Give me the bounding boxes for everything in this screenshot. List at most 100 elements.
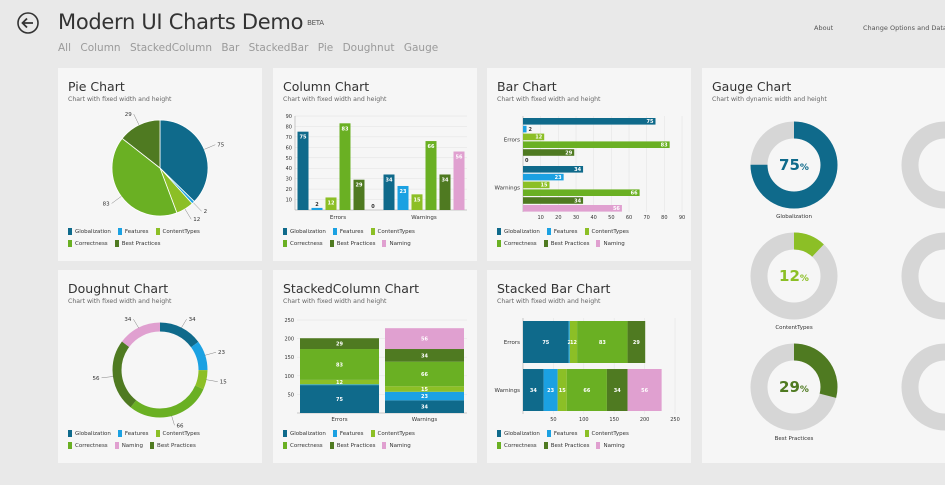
nav-item-bar[interactable]: Bar bbox=[221, 42, 240, 54]
stacked-bar-data-label: 56 bbox=[641, 388, 648, 394]
pie-chart-panel: Pie Chart Chart with fixed width and hei… bbox=[58, 68, 262, 261]
legend-swatch bbox=[68, 228, 72, 235]
nav-item-doughnut[interactable]: Doughnut bbox=[342, 42, 395, 54]
legend-item-contenttypes: ContentTypes bbox=[584, 428, 629, 440]
legend-item-contenttypes: ContentTypes bbox=[370, 226, 415, 238]
legend-item-contenttypes: ContentTypes bbox=[370, 428, 415, 440]
gauge-percent-sign: % bbox=[800, 274, 809, 284]
legend-label: ContentTypes bbox=[162, 229, 200, 235]
legend-label: Features bbox=[339, 431, 364, 437]
legend-label: Naming bbox=[121, 443, 144, 449]
nav-item-all[interactable]: All bbox=[58, 42, 72, 54]
legend-item-best-practices: Best Practices bbox=[329, 440, 375, 452]
stacked-column-data-label: 34 bbox=[421, 353, 428, 359]
x-tick-label: Errors bbox=[330, 215, 346, 221]
stacked-bar-data-label: 23 bbox=[547, 388, 554, 394]
legend-item-correctness: Correctness bbox=[283, 440, 323, 452]
legend-swatch bbox=[543, 240, 548, 247]
legend-label: Features bbox=[124, 431, 149, 437]
gauge-percent-sign: % bbox=[800, 385, 809, 395]
legend-swatch bbox=[155, 430, 160, 437]
legend-label: Globalization bbox=[75, 431, 111, 437]
nav-item-pie[interactable]: Pie bbox=[317, 42, 334, 54]
legend-label: Features bbox=[124, 229, 149, 235]
change-options-link[interactable]: Change Options and Data bbox=[863, 24, 945, 32]
panel-title: Column Chart bbox=[283, 79, 370, 94]
bar-legend: Globalization Features ContentTypes Correct… bbox=[497, 226, 682, 250]
gauge-chart-panel: Gauge Chart Chart with dynamic width and… bbox=[702, 68, 945, 463]
column-legend: Globalization Features ContentTypes Correct… bbox=[283, 226, 468, 250]
stacked-bar-segment-contenttypes bbox=[569, 321, 578, 363]
legend-label: Features bbox=[339, 229, 364, 235]
stacked-column-segment-best-practices bbox=[300, 338, 379, 350]
legend-swatch bbox=[546, 228, 551, 235]
legend-label: Globalization bbox=[504, 229, 540, 235]
doughnut-data-label: 66 bbox=[176, 423, 183, 429]
stacked-column-data-label: 23 bbox=[421, 394, 428, 400]
legend-label: ContentTypes bbox=[591, 229, 629, 235]
gauge-arc-globalization bbox=[750, 121, 838, 209]
bar-chart: 10 20 30 40 50 60 70 80 90 75 212 83 29 0 Errors 34 23 15… bbox=[495, 116, 685, 221]
legend-swatch bbox=[329, 442, 334, 449]
stacked-bar-segment-best-practices bbox=[627, 321, 646, 363]
column-data-label: 23 bbox=[400, 189, 407, 195]
x-tick-label: 90 bbox=[679, 215, 685, 221]
bar-data-label: 83 bbox=[661, 143, 668, 149]
stacked-bar-data-label: 83 bbox=[599, 340, 606, 346]
legend-label: Best Practices bbox=[121, 241, 161, 247]
stacked-bar-data-label: 34 bbox=[530, 388, 537, 394]
legend-item-contenttypes: ContentTypes bbox=[155, 226, 200, 238]
legend-item-globalization: Globalization bbox=[68, 226, 111, 238]
stacked-column-segment-globalization bbox=[300, 385, 379, 413]
nav-item-stackedbar[interactable]: StackedBar bbox=[248, 42, 309, 54]
pie-leader-line bbox=[204, 144, 216, 150]
doughnut-leader-line bbox=[171, 415, 175, 426]
about-link[interactable]: About bbox=[814, 24, 834, 32]
legend-item-naming: Naming bbox=[382, 238, 411, 250]
doughnut-data-label: 34 bbox=[124, 317, 131, 323]
doughnut-legend: Globalization Features ContentTypes Correct… bbox=[68, 428, 253, 452]
legend-item-correctness: Correctness bbox=[68, 238, 108, 250]
back-arrow-icon[interactable] bbox=[17, 12, 39, 34]
column-data-label: 34 bbox=[442, 177, 449, 183]
y-tick-label: Errors bbox=[504, 137, 520, 143]
legend-label: Correctness bbox=[290, 241, 323, 247]
legend-item-naming: Naming bbox=[596, 440, 625, 452]
legend-label: Best Practices bbox=[157, 443, 196, 449]
y-tick-label: 90 bbox=[286, 114, 292, 120]
nav-item-stackedcolumn[interactable]: StackedColumn bbox=[129, 42, 212, 54]
column-bar-correctness bbox=[339, 123, 351, 210]
bar-data-label: 29 bbox=[565, 150, 572, 156]
gauge-value: 29% bbox=[779, 378, 809, 396]
legend-item-correctness: Correctness bbox=[283, 238, 323, 250]
stacked-column-data-label: 56 bbox=[421, 337, 428, 343]
legend-item-features: Features bbox=[546, 428, 578, 440]
x-tick-label: 200 bbox=[640, 417, 650, 423]
column-data-label: 83 bbox=[342, 126, 349, 132]
stacked-bar-data-label: 66 bbox=[583, 388, 590, 394]
column-data-label: 2 bbox=[315, 202, 319, 208]
panel-title: Gauge Chart bbox=[712, 79, 792, 94]
panel-title: Pie Chart bbox=[68, 79, 125, 94]
doughnut-data-label: 23 bbox=[218, 350, 225, 356]
panel-subtitle: Chart with fixed width and height bbox=[283, 96, 387, 103]
nav-item-gauge[interactable]: Gauge bbox=[403, 42, 439, 54]
doughnut-chart-panel: Doughnut Chart Chart with fixed width an… bbox=[58, 270, 262, 463]
column-data-label: 66 bbox=[428, 144, 435, 150]
y-tick-label: 50 bbox=[288, 392, 294, 398]
bar-chart-panel: Bar Chart Chart with fixed width and hei… bbox=[487, 68, 691, 261]
column-chart: 10 20 30 40 50 60 70 80 90 75 2 12 83 29 0 Errors 34 23 15… bbox=[286, 114, 467, 221]
legend-item-features: Features bbox=[117, 226, 149, 238]
legend-label: ContentTypes bbox=[377, 229, 415, 235]
stacked-bar-segment-features bbox=[568, 321, 570, 363]
y-tick-label: 10 bbox=[286, 198, 292, 204]
y-tick-label: 70 bbox=[286, 135, 292, 141]
nav-item-column[interactable]: Column bbox=[80, 42, 121, 54]
legend-label: Best Practices bbox=[336, 241, 376, 247]
legend-swatch bbox=[117, 430, 122, 437]
x-tick-label: 30 bbox=[573, 215, 579, 221]
doughnut-segment-best-practices bbox=[112, 322, 208, 418]
column-bar-features bbox=[397, 185, 409, 210]
y-tick-label: 80 bbox=[286, 124, 292, 130]
legend-item-best-practices: Best Practices bbox=[114, 238, 161, 250]
